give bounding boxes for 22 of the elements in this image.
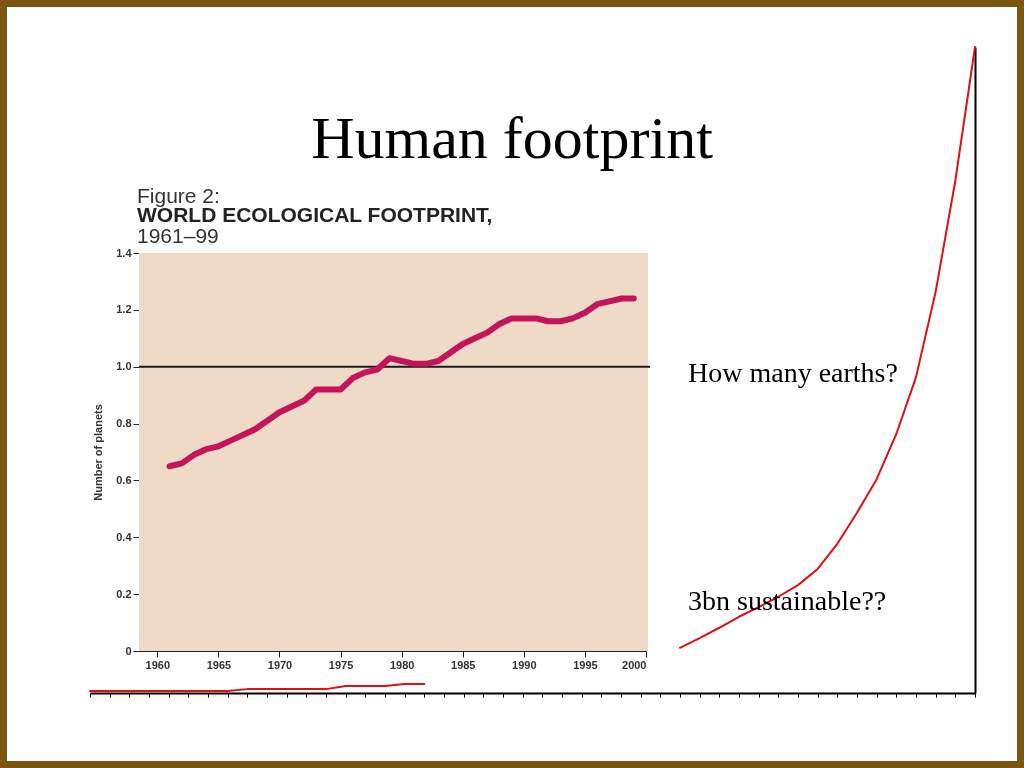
chart-title: Human footprint [311,105,714,171]
annotation: How many earths? [688,357,898,388]
x-tick-label: 1970 [267,658,293,671]
y-tick-label: 0.6 [116,473,132,486]
x-tick-label: 2000 [622,658,647,671]
annotation: 1961–99 [137,224,219,247]
x-tick-label: 1965 [206,658,232,671]
annotation: Figure 2: [137,184,220,207]
y-tick-label: 1.0 [116,360,132,373]
y-tick-label: 1.4 [116,246,133,259]
y-tick-label: 0.4 [116,530,133,543]
x-tick-label: 1960 [145,658,171,671]
y-tick-label: 1.2 [116,303,132,316]
y-axis-title: Number of planets [92,404,105,501]
y-tick-label: 0.2 [116,587,132,600]
x-tick-label: 1985 [451,658,476,671]
y-tick-label: 0.8 [116,417,132,430]
x-tick-label: 1980 [389,658,415,671]
x-tick-label: 1975 [328,658,354,671]
x-tick-label: 1995 [573,658,598,671]
x-tick-label: 1990 [512,658,537,671]
y-tick-label: 0 [125,644,132,657]
